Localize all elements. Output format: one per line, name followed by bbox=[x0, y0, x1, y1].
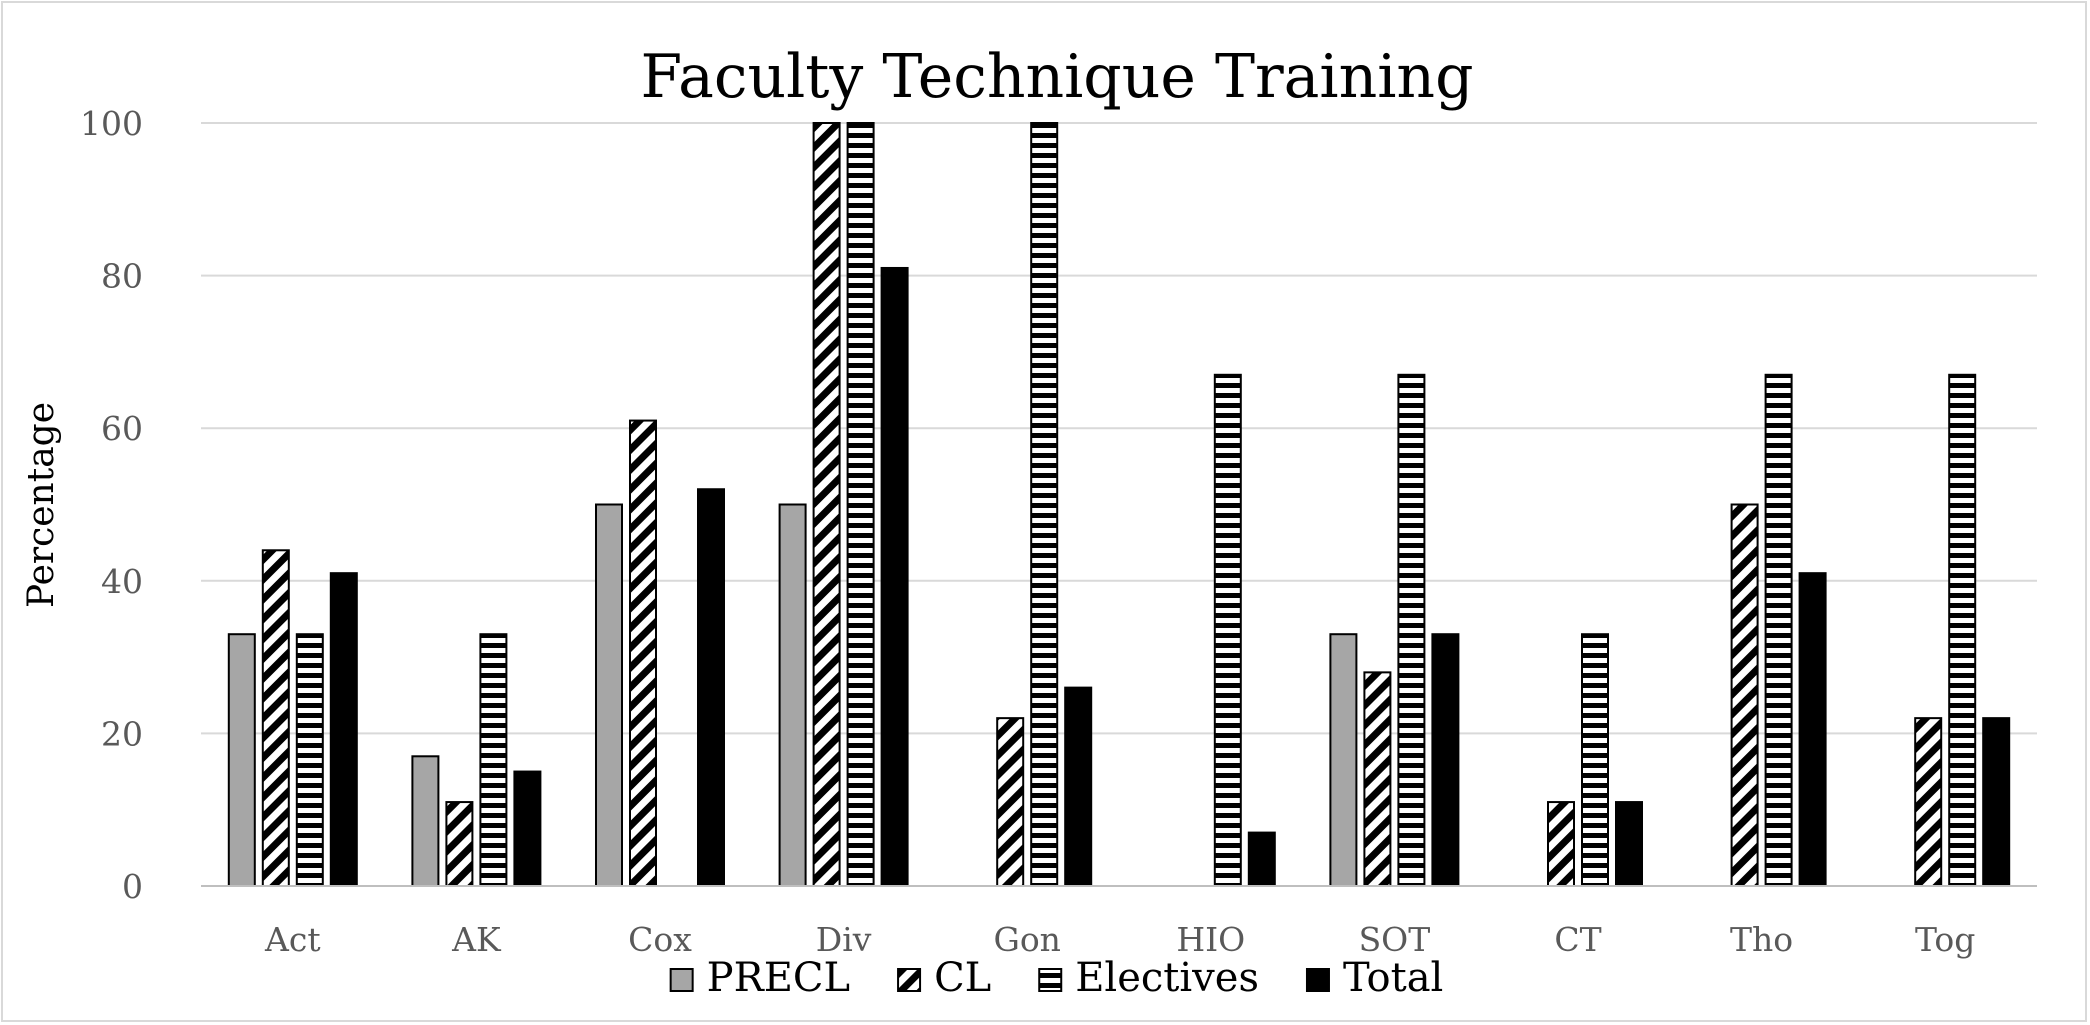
x-tick-label: Tog bbox=[1915, 920, 1975, 959]
legend-item-precl: PRECL bbox=[669, 955, 850, 1001]
bar-total-act bbox=[329, 572, 358, 887]
bar-cl-ct bbox=[1547, 801, 1575, 888]
y-axis-title: Percentage bbox=[21, 402, 62, 608]
y-tick-label: 80 bbox=[101, 257, 143, 296]
bar-total-ct bbox=[1615, 801, 1643, 888]
legend-label: Electives bbox=[1075, 955, 1259, 1001]
x-tick-label: SOT bbox=[1359, 920, 1431, 959]
legend-label: Total bbox=[1343, 955, 1443, 1001]
bar-precl-cox bbox=[595, 503, 623, 887]
y-tick-label: 60 bbox=[101, 409, 143, 448]
bar-total-tho bbox=[1798, 572, 1827, 887]
bar-total-tog bbox=[1982, 717, 2011, 888]
legend-swatch bbox=[669, 968, 694, 992]
x-tick-label: Act bbox=[264, 920, 321, 959]
bar-electives-div bbox=[846, 122, 875, 887]
bar-cl-cox bbox=[629, 419, 657, 887]
chart-title: Faculty Technique Training bbox=[641, 42, 1474, 112]
x-axis-ticks: Act AK Cox Div Gon HIO SOT CT Tho Tog bbox=[264, 920, 1975, 959]
x-tick-label: AK bbox=[451, 920, 502, 959]
bar-precl-act bbox=[227, 633, 256, 888]
legend-item-total: Total bbox=[1305, 955, 1443, 1001]
legend-swatch bbox=[1038, 968, 1063, 992]
legend-item-electives: Electives bbox=[1038, 955, 1259, 1001]
bar-total-ak bbox=[513, 770, 542, 887]
bar-cl-div bbox=[812, 122, 841, 887]
x-tick-label: HIO bbox=[1176, 920, 1245, 959]
x-tick-label: Tho bbox=[1730, 920, 1793, 959]
y-axis-ticks: 0 20 40 60 80 100 bbox=[80, 104, 143, 906]
y-tick-label: 20 bbox=[101, 714, 143, 753]
bar-electives-ct bbox=[1581, 633, 1609, 888]
x-tick-label: Cox bbox=[628, 920, 692, 959]
bar-precl-ak bbox=[411, 755, 440, 887]
bar-cl-sot bbox=[1363, 671, 1392, 887]
bar-total-gon bbox=[1064, 686, 1093, 887]
bar-chart: Faculty Technique Training Percentage 0 2… bbox=[21, 42, 2037, 1001]
bar-precl-sot bbox=[1329, 633, 1358, 888]
bar-electives-tog bbox=[1948, 373, 1977, 887]
bar-cl-act bbox=[261, 549, 290, 888]
legend-label: PRECL bbox=[707, 955, 850, 1001]
bar-total-div bbox=[880, 266, 909, 888]
bar-cl-gon bbox=[996, 717, 1025, 888]
bar-electives-gon bbox=[1030, 122, 1059, 887]
x-tick-label: Div bbox=[816, 920, 872, 959]
legend-swatch bbox=[897, 968, 922, 992]
legend-swatch bbox=[1305, 968, 1330, 992]
bar-cl-tog bbox=[1914, 717, 1943, 888]
legend-label: CL bbox=[934, 955, 991, 1001]
x-tick-label: Gon bbox=[993, 920, 1060, 959]
bar-precl-div bbox=[778, 503, 807, 887]
bar-electives-hio bbox=[1213, 373, 1242, 887]
bar-electives-sot bbox=[1397, 373, 1426, 887]
bar-total-hio bbox=[1247, 831, 1276, 888]
bar-total-cox bbox=[697, 488, 725, 887]
y-tick-label: 40 bbox=[101, 562, 143, 601]
gridlines bbox=[201, 122, 2037, 735]
legend-item-cl: CL bbox=[897, 955, 991, 1001]
y-tick-label: 100 bbox=[80, 104, 143, 143]
bar-cl-tho bbox=[1730, 503, 1759, 887]
bars bbox=[227, 122, 2011, 888]
bar-electives-ak bbox=[479, 633, 508, 888]
y-tick-label: 0 bbox=[122, 867, 143, 906]
legend: PRECL CL Electives Total bbox=[669, 955, 1443, 1001]
bar-electives-act bbox=[295, 633, 324, 888]
bar-cl-ak bbox=[445, 801, 474, 888]
bar-total-sot bbox=[1431, 633, 1460, 888]
x-tick-label: CT bbox=[1554, 920, 1601, 959]
bar-electives-tho bbox=[1764, 373, 1793, 887]
